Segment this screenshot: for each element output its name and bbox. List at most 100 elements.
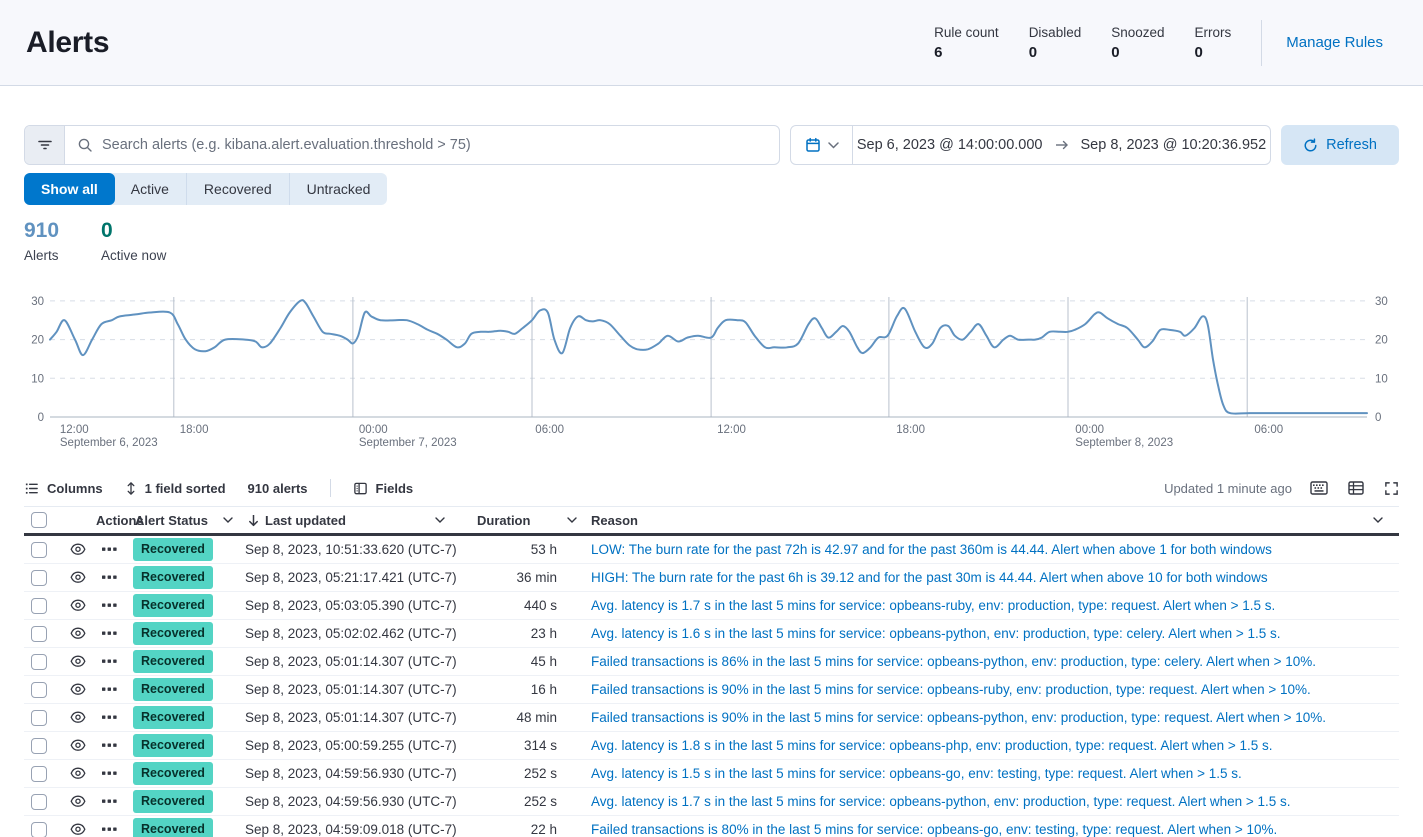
search-field (65, 126, 779, 164)
status-badge: Recovered (133, 706, 213, 729)
calendar-button[interactable] (791, 126, 853, 164)
chevron-down-icon (827, 141, 839, 149)
date-end[interactable]: Sep 8, 2023 @ 10:20:36.952 (1080, 137, 1267, 153)
more-actions-icon[interactable] (102, 827, 117, 832)
eye-icon[interactable] (70, 767, 86, 780)
sort-fields-icon (125, 481, 137, 496)
display-density-button[interactable] (1348, 481, 1364, 495)
column-header-duration[interactable]: Duration (457, 513, 581, 528)
row-checkbox[interactable] (31, 793, 47, 810)
more-actions-icon[interactable] (102, 715, 117, 720)
sort-fields-button[interactable]: 1 field sorted (125, 481, 226, 496)
row-checkbox[interactable] (31, 541, 47, 558)
table-row: Recovered Sep 8, 2023, 05:01:14.307 (UTC… (24, 704, 1399, 732)
status-badge: Recovered (133, 734, 213, 757)
eye-icon[interactable] (70, 543, 86, 556)
svg-text:September 6, 2023: September 6, 2023 (60, 437, 158, 449)
row-checkbox[interactable] (31, 821, 47, 837)
reason-link[interactable]: Avg. latency is 1.8 s in the last 5 mins… (591, 738, 1273, 753)
reason-link[interactable]: Failed transactions is 80% in the last 5… (591, 822, 1278, 837)
more-actions-icon[interactable] (102, 575, 117, 580)
search-input[interactable] (102, 137, 767, 153)
eye-icon[interactable] (70, 571, 86, 584)
refresh-button[interactable]: Refresh (1281, 125, 1399, 165)
more-actions-icon[interactable] (102, 631, 117, 636)
duration-value: 314 s (523, 738, 557, 753)
eye-icon[interactable] (70, 683, 86, 696)
more-actions-icon[interactable] (102, 603, 117, 608)
tab-untracked[interactable]: Untracked (306, 181, 371, 197)
duration-value: 36 min (516, 570, 557, 585)
date-start[interactable]: Sep 6, 2023 @ 14:00:00.000 (856, 137, 1043, 153)
last-updated-value: Sep 8, 2023, 05:01:14.307 (UTC-7) (245, 710, 457, 725)
table-row: Recovered Sep 8, 2023, 05:03:05.390 (UTC… (24, 592, 1399, 620)
row-checkbox[interactable] (31, 765, 47, 782)
eye-icon[interactable] (70, 627, 86, 640)
reason-link[interactable]: Failed transactions is 86% in the last 5… (591, 654, 1317, 669)
row-checkbox[interactable] (31, 681, 47, 698)
reason-link[interactable]: HIGH: The burn rate for the past 6h is 3… (591, 570, 1268, 585)
columns-button[interactable]: Columns (24, 481, 103, 496)
column-header-last-updated[interactable]: Last updated (245, 513, 457, 528)
search-row: Sep 6, 2023 @ 14:00:00.000 Sep 8, 2023 @… (24, 125, 1399, 165)
reason-link[interactable]: Avg. latency is 1.5 s in the last 5 mins… (591, 766, 1242, 781)
row-checkbox[interactable] (31, 653, 47, 670)
table-header-row: Actions Alert Status Last updated Durati… (24, 506, 1399, 536)
filter-icon (37, 137, 53, 153)
chevron-down-icon[interactable] (567, 517, 577, 523)
fields-button[interactable]: Fields (353, 481, 413, 496)
tab-recovered[interactable]: Recovered (187, 173, 290, 205)
reason-link[interactable]: Avg. latency is 1.6 s in the last 5 mins… (591, 626, 1281, 641)
eye-icon[interactable] (70, 711, 86, 724)
table-row: Recovered Sep 8, 2023, 04:59:56.930 (UTC… (24, 760, 1399, 788)
select-all-checkbox[interactable] (31, 512, 47, 528)
reason-link[interactable]: Failed transactions is 90% in the last 5… (591, 682, 1311, 697)
row-checkbox[interactable] (31, 737, 47, 754)
tab-active[interactable]: Active (114, 173, 187, 205)
status-badge: Recovered (133, 790, 213, 813)
column-header-alert-status[interactable]: Alert Status (133, 513, 245, 528)
date-picker: Sep 6, 2023 @ 14:00:00.000 Sep 8, 2023 @… (790, 125, 1271, 165)
svg-text:10: 10 (31, 373, 44, 385)
row-checkbox[interactable] (31, 625, 47, 642)
tab-show-all[interactable]: Show all (24, 173, 115, 205)
alerts-count-metric: 910 Alerts (24, 219, 60, 263)
chevron-down-icon[interactable] (223, 517, 233, 523)
svg-text:06:00: 06:00 (535, 424, 564, 436)
stat-rule-count: Rule count 6 (934, 24, 999, 61)
row-checkbox[interactable] (31, 709, 47, 726)
page-header: Alerts Rule count 6 Disabled 0 Snoozed 0… (0, 0, 1423, 86)
reason-link[interactable]: Failed transactions is 90% in the last 5… (591, 710, 1327, 725)
chevron-down-icon[interactable] (435, 517, 445, 523)
more-actions-icon[interactable] (102, 547, 117, 552)
eye-icon[interactable] (70, 599, 86, 612)
table-row: Recovered Sep 8, 2023, 05:21:17.421 (UTC… (24, 564, 1399, 592)
manage-rules-link[interactable]: Manage Rules (1286, 34, 1383, 51)
last-updated-value: Sep 8, 2023, 05:01:14.307 (UTC-7) (245, 654, 457, 669)
status-badge: Recovered (133, 538, 213, 561)
reason-link[interactable]: LOW: The burn rate for the past 72h is 4… (591, 542, 1272, 557)
more-actions-icon[interactable] (102, 659, 117, 664)
eye-icon[interactable] (70, 795, 86, 808)
more-actions-icon[interactable] (102, 771, 117, 776)
filter-button[interactable] (25, 126, 65, 164)
more-actions-icon[interactable] (102, 687, 117, 692)
row-checkbox[interactable] (31, 569, 47, 586)
eye-icon[interactable] (70, 823, 86, 836)
reason-link[interactable]: Avg. latency is 1.7 s in the last 5 mins… (591, 598, 1276, 613)
more-actions-icon[interactable] (102, 743, 117, 748)
eye-icon[interactable] (70, 655, 86, 668)
fullscreen-button[interactable] (1384, 481, 1399, 496)
chevron-down-icon[interactable] (1373, 517, 1383, 523)
table-body: Recovered Sep 8, 2023, 10:51:33.620 (UTC… (24, 536, 1399, 837)
reason-link[interactable]: Avg. latency is 1.7 s in the last 5 mins… (591, 794, 1291, 809)
table-row: Recovered Sep 8, 2023, 05:01:14.307 (UTC… (24, 648, 1399, 676)
keyboard-shortcuts-button[interactable] (1310, 481, 1328, 495)
row-checkbox[interactable] (31, 597, 47, 614)
column-header-reason[interactable]: Reason (581, 513, 1399, 528)
stat-disabled: Disabled 0 (1028, 24, 1082, 61)
more-actions-icon[interactable] (102, 799, 117, 804)
eye-icon[interactable] (70, 739, 86, 752)
search-icon (77, 137, 93, 153)
last-updated-value: Sep 8, 2023, 05:03:05.390 (UTC-7) (245, 598, 457, 613)
